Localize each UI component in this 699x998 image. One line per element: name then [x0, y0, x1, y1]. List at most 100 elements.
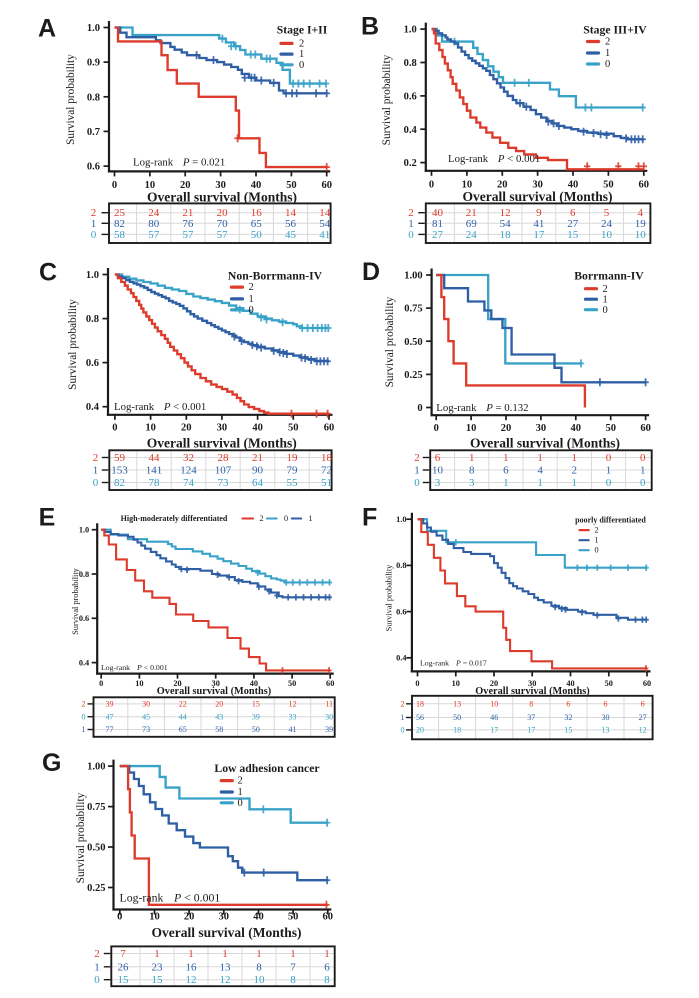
- svg-text:21: 21: [182, 207, 193, 219]
- svg-text:E: E: [39, 504, 56, 532]
- svg-text:3: 3: [469, 477, 475, 489]
- svg-text:30: 30: [142, 700, 150, 709]
- svg-text:124: 124: [180, 465, 197, 477]
- svg-text:22: 22: [179, 700, 187, 709]
- svg-text:8: 8: [529, 699, 533, 708]
- svg-text:2: 2: [408, 207, 414, 219]
- svg-text:50: 50: [605, 679, 613, 688]
- svg-text:24: 24: [148, 207, 160, 219]
- svg-text:50: 50: [603, 180, 614, 191]
- svg-text:12: 12: [500, 207, 511, 219]
- svg-text:44: 44: [179, 712, 187, 721]
- svg-text:0.6: 0.6: [86, 358, 99, 369]
- svg-text:1: 1: [401, 713, 405, 722]
- svg-text:32: 32: [183, 452, 194, 464]
- svg-text:54: 54: [319, 218, 331, 230]
- svg-text:0.75: 0.75: [87, 802, 105, 813]
- svg-text:10: 10: [145, 180, 156, 191]
- svg-text:0.6: 0.6: [79, 614, 89, 623]
- svg-text:0.2: 0.2: [404, 158, 417, 169]
- svg-text:6: 6: [641, 699, 645, 708]
- svg-text:55: 55: [287, 477, 299, 489]
- svg-text:1.0: 1.0: [396, 515, 406, 524]
- svg-text:1: 1: [537, 452, 543, 464]
- svg-text:50: 50: [252, 725, 260, 734]
- svg-text:0: 0: [117, 912, 122, 923]
- svg-text:2: 2: [595, 526, 599, 535]
- svg-text:F: F: [362, 504, 377, 532]
- svg-text:80: 80: [148, 218, 160, 230]
- svg-text:Low adhesion cancer: Low adhesion cancer: [214, 762, 319, 775]
- svg-text:40: 40: [251, 180, 262, 191]
- svg-text:0.7: 0.7: [87, 127, 100, 138]
- svg-text:27: 27: [567, 218, 579, 230]
- svg-text:13: 13: [453, 699, 461, 708]
- svg-text:0: 0: [112, 180, 117, 191]
- svg-text:40: 40: [566, 679, 574, 688]
- svg-text:1: 1: [324, 948, 330, 960]
- svg-text:64: 64: [252, 477, 264, 489]
- svg-text:58: 58: [114, 229, 126, 241]
- svg-text:45: 45: [285, 229, 297, 241]
- svg-text:10: 10: [462, 180, 473, 191]
- svg-text:Overall survival (Months): Overall survival (Months): [157, 686, 271, 697]
- svg-text:0: 0: [401, 726, 405, 735]
- svg-text:2: 2: [249, 282, 254, 293]
- svg-text:1: 1: [93, 465, 99, 477]
- svg-text:0: 0: [417, 403, 422, 414]
- svg-text:20: 20: [497, 180, 508, 191]
- svg-text:21: 21: [252, 452, 263, 464]
- svg-text:0: 0: [299, 60, 304, 71]
- svg-text:40: 40: [250, 679, 258, 688]
- svg-text:17: 17: [533, 229, 545, 241]
- svg-text:60: 60: [639, 180, 650, 191]
- svg-text:Survival probability: Survival probability: [381, 54, 393, 145]
- svg-text:Survival probability: Survival probability: [71, 567, 80, 634]
- svg-text:14: 14: [319, 207, 331, 219]
- svg-text:41: 41: [533, 218, 544, 230]
- svg-text:30: 30: [215, 180, 226, 191]
- svg-text:2: 2: [93, 452, 99, 464]
- svg-text:1: 1: [503, 452, 509, 464]
- svg-text:12: 12: [220, 974, 231, 986]
- svg-text:Survival probability: Survival probability: [65, 54, 77, 145]
- svg-text:44: 44: [149, 452, 161, 464]
- svg-text:69: 69: [466, 218, 478, 230]
- svg-text:8: 8: [469, 465, 475, 477]
- svg-text:50: 50: [251, 229, 263, 241]
- svg-text:58: 58: [215, 725, 223, 734]
- svg-text:30: 30: [532, 180, 543, 191]
- svg-text:15: 15: [567, 229, 579, 241]
- svg-text:0.4: 0.4: [404, 125, 418, 136]
- svg-text:Survival probability: Survival probability: [384, 564, 393, 631]
- svg-text:24: 24: [466, 229, 478, 241]
- svg-text:27: 27: [432, 229, 444, 241]
- svg-text:17: 17: [490, 726, 498, 735]
- svg-text:1: 1: [222, 948, 228, 960]
- svg-text:G: G: [42, 749, 61, 777]
- svg-text:60: 60: [323, 912, 334, 923]
- svg-text:0: 0: [284, 514, 288, 523]
- svg-text:1.0: 1.0: [404, 25, 417, 36]
- svg-text:141: 141: [146, 465, 163, 477]
- svg-text:90: 90: [252, 465, 264, 477]
- svg-text:0.8: 0.8: [404, 58, 417, 69]
- svg-text:0: 0: [238, 798, 243, 809]
- svg-text:High-moderately differentiated: High-moderately differentiated: [121, 514, 228, 523]
- svg-text:65: 65: [179, 725, 187, 734]
- svg-text:0: 0: [91, 229, 97, 241]
- svg-text:12: 12: [289, 700, 297, 709]
- svg-text:0.4: 0.4: [79, 658, 89, 667]
- svg-text:30: 30: [212, 679, 220, 688]
- svg-text:18: 18: [453, 726, 461, 735]
- svg-text:30: 30: [536, 423, 547, 434]
- svg-text:39: 39: [252, 712, 260, 721]
- svg-text:Overall survival (Months): Overall survival (Months): [470, 436, 620, 451]
- svg-text:20: 20: [181, 423, 192, 434]
- svg-text:0: 0: [640, 452, 646, 464]
- svg-text:40: 40: [571, 423, 582, 434]
- svg-text:Overall survival (Months): Overall survival (Months): [152, 925, 302, 940]
- svg-text:14: 14: [285, 207, 297, 219]
- svg-text:4: 4: [638, 207, 644, 219]
- svg-text:2: 2: [299, 39, 304, 50]
